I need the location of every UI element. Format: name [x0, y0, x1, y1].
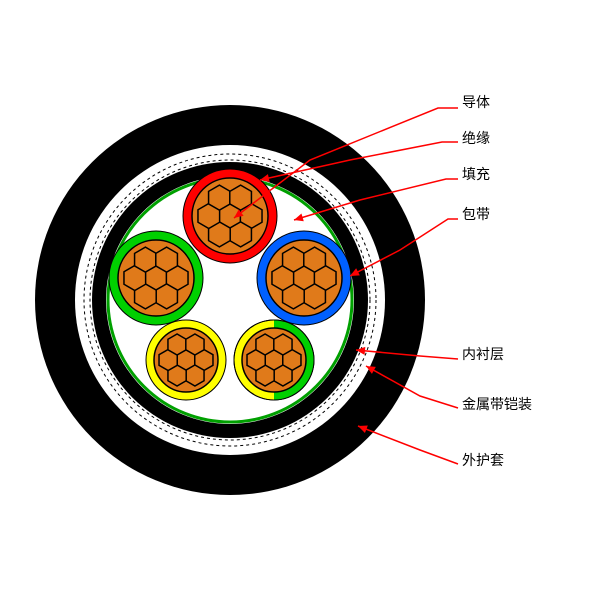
label-armor: 金属带铠装 [462, 394, 532, 414]
label-filler: 填充 [462, 164, 490, 184]
label-wrap: 包带 [462, 204, 490, 224]
label-conductor: 导体 [462, 92, 490, 112]
label-liner: 内衬层 [462, 344, 504, 364]
cable-cross-section-diagram [0, 0, 600, 600]
label-sheath: 外护套 [462, 450, 504, 470]
label-insulation: 绝缘 [462, 128, 490, 148]
